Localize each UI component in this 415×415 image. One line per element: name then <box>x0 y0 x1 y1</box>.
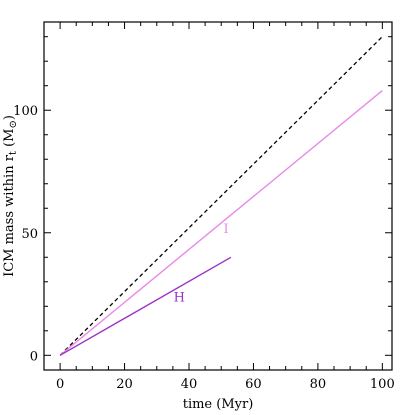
x-tick-label: 0 <box>56 377 64 392</box>
y-tick-label: 50 <box>21 227 38 242</box>
x-tick-label: 20 <box>116 377 133 392</box>
y-tick-label: 0 <box>30 349 38 364</box>
y-axis-label-unit-close: ) <box>2 115 17 120</box>
y-axis-label-subscript: t <box>8 151 19 155</box>
plot-frame <box>43 21 393 371</box>
x-tick-label: 100 <box>370 377 395 392</box>
plot-lines <box>59 36 383 356</box>
y-axis-label-unit-open: (M <box>2 129 17 152</box>
series-annotations: IH <box>174 222 229 306</box>
y-axis-label-unit-subscript: ⊙ <box>8 120 19 128</box>
x-tick-label: 60 <box>245 377 262 392</box>
y-axis-label-main: ICM mass within r <box>2 154 17 277</box>
tick-labels: 0 20 40 60 80 100 0 50 100 <box>13 104 395 392</box>
series-line-I <box>59 90 383 356</box>
series-line-reference <box>59 36 383 356</box>
series-line-H <box>59 256 232 356</box>
x-tick-label: 40 <box>181 377 198 392</box>
series-label-H: H <box>174 290 185 305</box>
axis-ticks <box>43 22 392 370</box>
y-axis-label: ICM mass within rt (M⊙) <box>2 115 19 277</box>
x-tick-label: 80 <box>310 377 327 392</box>
x-axis-label: time (Myr) <box>183 397 254 412</box>
series-label-I: I <box>223 222 228 237</box>
y-tick-label: 100 <box>13 104 38 119</box>
